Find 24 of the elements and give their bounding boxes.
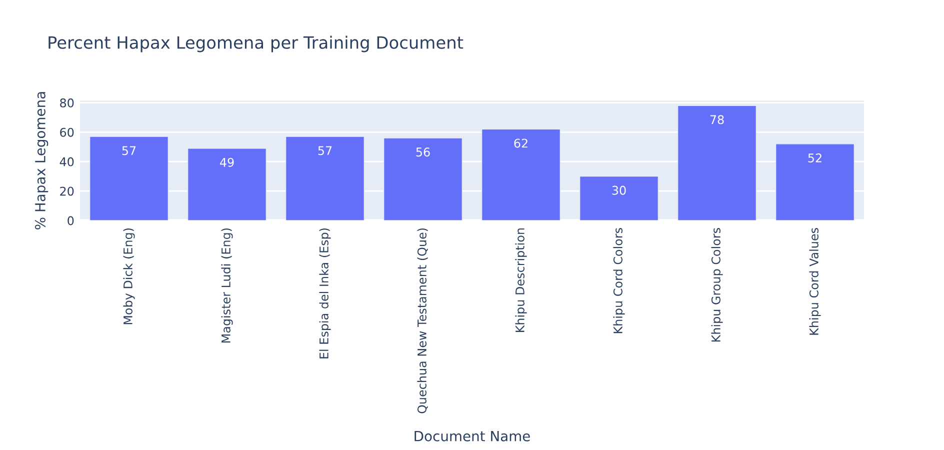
data-label: 57 xyxy=(122,146,136,156)
y-axis-title: % Hapax Legomena xyxy=(34,92,48,230)
data-label: 57 xyxy=(318,146,332,156)
y-tick-label: 60 xyxy=(60,128,74,137)
x-tick-label: Quechua New Testament (Que) xyxy=(417,228,428,414)
x-tick-label: Magister Ludi (Eng) xyxy=(221,228,233,342)
x-tick-label: Khipu Group Colors xyxy=(711,228,723,342)
y-tick-label: 0 xyxy=(68,216,74,226)
data-label: 52 xyxy=(808,153,822,162)
x-tick-label: El Espia del Inka (Esp) xyxy=(319,228,331,358)
data-label: 62 xyxy=(514,138,528,148)
data-label: 49 xyxy=(220,158,234,167)
chart-title: Percent Hapax Legomena per Training Document xyxy=(48,36,464,52)
x-axis-title: Document Name xyxy=(414,431,530,442)
x-tick-label: Khipu Cord Values xyxy=(809,228,821,335)
x-tick-label: Moby Dick (Eng) xyxy=(123,228,135,324)
x-tick-label: Khipu Cord Colors xyxy=(613,228,625,334)
y-tick-label: 40 xyxy=(60,157,74,166)
y-tick-label: 80 xyxy=(60,98,74,108)
data-label: 56 xyxy=(416,148,430,157)
data-label: 78 xyxy=(710,115,724,124)
data-label: 30 xyxy=(612,186,626,195)
x-tick-label: Khipu Description xyxy=(515,228,527,332)
y-tick-label: 20 xyxy=(60,186,74,196)
